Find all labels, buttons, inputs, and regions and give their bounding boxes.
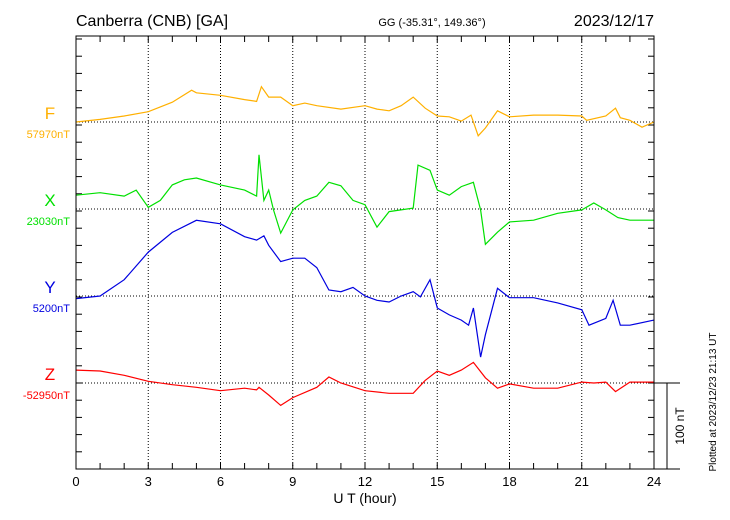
x-tick-label: 18 bbox=[502, 474, 516, 489]
series-labels: F 57970nT X 23030nT Y 5200nT Z -52950nT bbox=[23, 104, 70, 402]
series-name-x: X bbox=[44, 191, 55, 210]
series-baseline-y: 5200nT bbox=[33, 303, 71, 315]
x-axis-label: U T (hour) bbox=[333, 490, 396, 506]
series-name-z: Z bbox=[45, 365, 55, 384]
x-tick-label: 15 bbox=[430, 474, 444, 489]
scale-bar bbox=[654, 382, 680, 470]
series-name-f: F bbox=[45, 104, 55, 123]
series-group bbox=[75, 85, 655, 407]
x-tick-label: 21 bbox=[575, 474, 589, 489]
x-tick-label: 24 bbox=[647, 474, 661, 489]
series-line-x bbox=[75, 154, 654, 246]
date-label: 2023/12/17 bbox=[574, 13, 654, 30]
coordinates-label: GG (-35.31°, 149.36°) bbox=[378, 17, 485, 29]
grid: 0 3 6 9 12 15 18 21 24 bbox=[72, 36, 661, 489]
plotted-timestamp: Plotted at 2023/12/23 21:13 UT bbox=[708, 333, 719, 472]
series-baseline-z: -52950nT bbox=[23, 390, 70, 402]
series-line-z bbox=[75, 361, 654, 407]
series-baseline-f: 57970nT bbox=[27, 129, 71, 141]
plot-frame bbox=[75, 35, 655, 470]
x-tick-label: 12 bbox=[358, 474, 372, 489]
series-line-f bbox=[75, 85, 655, 137]
series-baseline-x: 23030nT bbox=[27, 216, 71, 228]
series-name-y: Y bbox=[44, 278, 55, 297]
x-tick-label: 9 bbox=[289, 474, 296, 489]
station-title: Canberra (CNB) [GA] bbox=[76, 13, 228, 30]
scale-bar-label: 100 nT bbox=[673, 407, 687, 445]
series-line-y bbox=[75, 219, 655, 358]
x-tick-label: 3 bbox=[145, 474, 152, 489]
x-tick-label: 0 bbox=[72, 474, 79, 489]
x-tick-label: 6 bbox=[217, 474, 224, 489]
